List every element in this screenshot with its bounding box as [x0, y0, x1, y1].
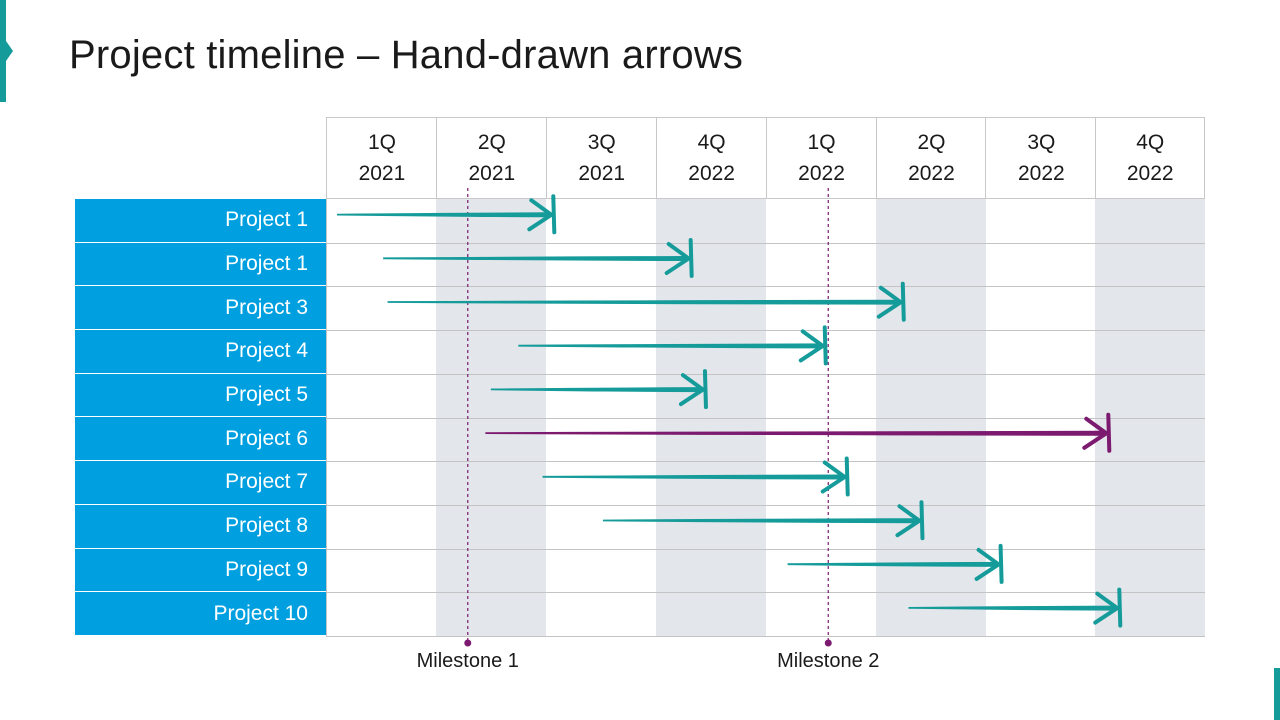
quarter-label: 4Q	[1136, 131, 1165, 154]
project-label: Project 10	[75, 592, 326, 636]
project-arrow	[602, 500, 925, 541]
milestone-label: Milestone 2	[777, 650, 880, 672]
project-arrow	[336, 194, 557, 235]
quarter-year: 2022	[1126, 162, 1174, 185]
quarter-year: 2022	[1017, 162, 1065, 185]
row-gridline	[326, 461, 1205, 462]
project-label: Project 1	[75, 242, 326, 287]
project-arrow	[518, 325, 828, 366]
project-arrow	[490, 369, 708, 410]
quarter-label: 2Q	[917, 131, 946, 154]
project-label: Project 4	[75, 330, 326, 374]
arrow-shaft	[908, 605, 1116, 611]
project-label: Project 9	[75, 548, 326, 593]
arrow-head	[820, 456, 850, 497]
arrow-shaft	[336, 212, 550, 218]
quarter-year: 2021	[358, 162, 406, 185]
arrow-shaft	[383, 255, 687, 261]
arrow-head	[664, 237, 694, 278]
milestone-dot	[464, 639, 472, 647]
project-label: Project 8	[75, 504, 326, 549]
project-label: Project 1	[75, 199, 326, 243]
project-label-column: Project 1 Project 1 Project 3 Project 4 Proj…	[75, 199, 326, 636]
arrow-shaft	[387, 299, 899, 305]
row-gridline	[326, 374, 1205, 375]
project-arrow	[787, 543, 1004, 584]
project-arrow	[383, 237, 694, 278]
quarter-header-cell: 2Q 2021	[435, 117, 547, 199]
row-gridline	[326, 636, 1205, 637]
quarter-year: 2022	[688, 162, 735, 185]
row-gridline	[326, 418, 1205, 419]
quarter-year: 2022	[908, 162, 955, 185]
project-label: Project 3	[75, 286, 326, 331]
project-arrow	[542, 456, 850, 497]
quarter-label: 4Q	[697, 131, 726, 154]
arrow-head	[895, 500, 925, 541]
row-gridline	[326, 549, 1205, 550]
arrow-shaft	[485, 430, 1105, 436]
quarter-header-cell: 1Q 2021	[326, 117, 437, 199]
milestone-label: Milestone 1	[416, 650, 519, 672]
quarter-label: 1Q	[367, 131, 396, 154]
row-gridline	[326, 505, 1205, 506]
project-label: Project 7	[75, 461, 326, 505]
quarter-label: 3Q	[587, 131, 616, 154]
row-gridline	[326, 243, 1205, 244]
project-arrow	[908, 587, 1123, 628]
project-label: Project 5	[75, 373, 326, 418]
arrow-shaft	[518, 343, 821, 349]
project-arrow	[485, 412, 1112, 453]
arrow-head	[974, 543, 1004, 584]
arrow-shaft	[542, 474, 843, 480]
quarter-year: 2021	[468, 162, 516, 185]
quarter-band	[435, 199, 546, 636]
quarter-band	[1095, 199, 1206, 636]
arrow-shaft	[602, 518, 918, 524]
row-gridline	[326, 330, 1205, 331]
project-arrow	[387, 281, 906, 322]
arrow-shaft	[787, 561, 997, 567]
quarter-year: 2021	[578, 162, 626, 185]
accent-bar-left	[0, 0, 6, 102]
row-gridline	[326, 592, 1205, 593]
row-gridline	[326, 286, 1205, 287]
arrow-head	[1082, 412, 1112, 453]
quarter-label: 2Q	[477, 131, 506, 154]
quarter-header-cell: 4Q 2022	[655, 117, 767, 199]
grid-left-border	[326, 199, 327, 636]
arrow-head	[1093, 587, 1123, 628]
arrow-shaft	[490, 387, 701, 393]
quarter-band	[655, 199, 766, 636]
quarter-header-cell: 3Q 2021	[545, 117, 657, 199]
accent-notch	[6, 41, 13, 61]
quarter-label: 3Q	[1027, 131, 1056, 154]
accent-bar-bottom-right	[1274, 668, 1280, 720]
arrow-head	[527, 194, 557, 235]
page-title: Project timeline – Hand-drawn arrows	[69, 33, 744, 77]
quarter-header-row: 1Q 2021 2Q 2021 3Q 2021 4Q 2022 1Q 2022 2Q 2022 3Q 20…	[326, 117, 1206, 199]
milestone-dot	[824, 639, 832, 647]
quarter-header-cell: 3Q 2022	[985, 117, 1097, 199]
arrow-head	[876, 281, 906, 322]
arrow-head	[678, 369, 708, 410]
arrow-head	[798, 325, 828, 366]
quarter-header-cell: 2Q 2022	[875, 117, 987, 199]
project-label: Project 6	[75, 417, 326, 462]
quarter-year: 2022	[798, 162, 845, 185]
quarter-header-cell: 4Q 2022	[1095, 117, 1206, 199]
quarter-label: 1Q	[807, 131, 836, 154]
quarter-header-cell: 1Q 2022	[765, 117, 877, 199]
